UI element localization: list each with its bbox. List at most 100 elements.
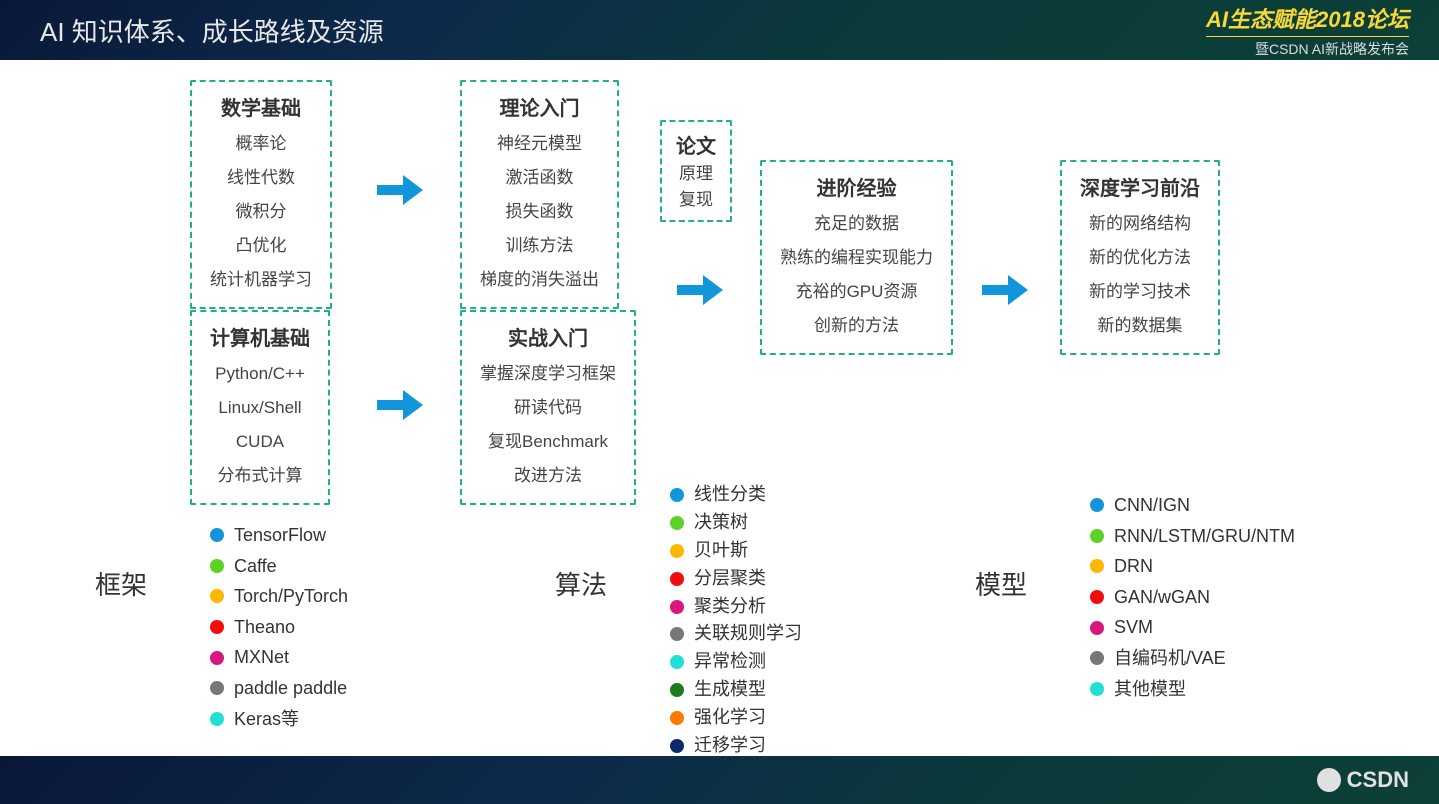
list-item-label: 贝叶斯	[694, 537, 748, 565]
bullet-dot-icon	[210, 712, 224, 726]
box-paper: 论文 原理 复现	[660, 120, 732, 222]
box-practice: 实战入门 掌握深度学习框架 研读代码 复现Benchmark 改进方法	[460, 310, 636, 505]
list-item: Caffe	[210, 551, 348, 582]
page-title: AI 知识体系、成长路线及资源	[40, 12, 384, 49]
framework-list: TensorFlowCaffeTorch/PyTorchTheanoMXNetp…	[210, 520, 348, 734]
box-cs: 计算机基础 Python/C++ Linux/Shell CUDA 分布式计算	[190, 310, 330, 505]
list-item-label: Keras等	[234, 704, 299, 735]
bullet-dot-icon	[1090, 651, 1104, 665]
list-item-label: MXNet	[234, 642, 289, 673]
box-theory: 理论入门 神经元模型 激活函数 损失函数 训练方法 梯度的消失溢出	[460, 80, 619, 309]
list-item: paddle paddle	[210, 673, 348, 704]
box-title: 论文	[676, 130, 716, 159]
box-item: 新的学习技术	[1080, 275, 1200, 309]
box-item: 新的数据集	[1080, 309, 1200, 343]
list-item-label: RNN/LSTM/GRU/NTM	[1114, 521, 1295, 552]
list-item: GAN/wGAN	[1090, 582, 1295, 613]
list-item: RNN/LSTM/GRU/NTM	[1090, 521, 1295, 552]
box-item: 改进方法	[480, 459, 616, 493]
category-label-models: 模型	[975, 565, 1027, 602]
bullet-dot-icon	[210, 528, 224, 542]
list-item-label: 强化学习	[694, 704, 766, 732]
bullet-dot-icon	[670, 600, 684, 614]
box-item: 统计机器学习	[210, 263, 312, 297]
list-item: 分层聚类	[670, 565, 802, 593]
list-item: 其他模型	[1090, 674, 1295, 705]
list-item-label: 决策树	[694, 509, 748, 537]
list-item: 强化学习	[670, 704, 802, 732]
list-item: 聚类分析	[670, 593, 802, 621]
list-item: DRN	[1090, 551, 1295, 582]
bullet-dot-icon	[1090, 621, 1104, 635]
box-title: 深度学习前沿	[1080, 172, 1200, 201]
list-item-label: GAN/wGAN	[1114, 582, 1210, 613]
list-item: Keras等	[210, 704, 348, 735]
category-label-frameworks: 框架	[95, 565, 147, 602]
bullet-dot-icon	[210, 620, 224, 634]
list-item-label: SVM	[1114, 612, 1153, 643]
list-item: TensorFlow	[210, 520, 348, 551]
list-item-label: Torch/PyTorch	[234, 581, 348, 612]
box-frontier: 深度学习前沿 新的网络结构 新的优化方法 新的学习技术 新的数据集	[1060, 160, 1220, 355]
bullet-dot-icon	[670, 655, 684, 669]
header-band: AI 知识体系、成长路线及资源 AI生态赋能2018论坛 暨CSDN AI新战略…	[0, 0, 1439, 60]
event-logo: AI生态赋能2018论坛 暨CSDN AI新战略发布会	[1206, 2, 1409, 59]
box-item: 神经元模型	[480, 127, 599, 161]
list-item-label: 其他模型	[1114, 674, 1186, 705]
bullet-dot-icon	[1090, 590, 1104, 604]
list-item: 异常检测	[670, 648, 802, 676]
bullet-dot-icon	[670, 572, 684, 586]
bullet-dot-icon	[670, 683, 684, 697]
list-item-label: 关联规则学习	[694, 620, 802, 648]
category-label-algorithms: 算法	[555, 565, 607, 602]
list-item: 贝叶斯	[670, 537, 802, 565]
list-item: 生成模型	[670, 676, 802, 704]
box-item: CUDA	[210, 425, 310, 459]
bullet-dot-icon	[1090, 529, 1104, 543]
list-item: SVM	[1090, 612, 1295, 643]
list-item-label: Theano	[234, 612, 295, 643]
box-item: 梯度的消失溢出	[480, 263, 599, 297]
list-item: Torch/PyTorch	[210, 581, 348, 612]
box-title: 计算机基础	[210, 322, 310, 351]
bullet-dot-icon	[670, 488, 684, 502]
bullet-dot-icon	[670, 627, 684, 641]
box-item: 复现	[676, 187, 716, 213]
list-item-label: paddle paddle	[234, 673, 347, 704]
box-item: 新的优化方法	[1080, 241, 1200, 275]
box-advanced: 进阶经验 充足的数据 熟练的编程实现能力 充裕的GPU资源 创新的方法	[760, 160, 953, 355]
box-item: 研读代码	[480, 391, 616, 425]
bullet-dot-icon	[210, 589, 224, 603]
bullet-dot-icon	[1090, 682, 1104, 696]
model-list: CNN/IGNRNN/LSTM/GRU/NTMDRNGAN/wGANSVM自编码…	[1090, 490, 1295, 704]
box-title: 数学基础	[210, 92, 312, 121]
footer-band: CSDN	[0, 756, 1439, 804]
bullet-dot-icon	[1090, 498, 1104, 512]
box-math: 数学基础 概率论 线性代数 微积分 凸优化 统计机器学习	[190, 80, 332, 309]
bullet-dot-icon	[210, 651, 224, 665]
box-item: 微积分	[210, 195, 312, 229]
arrow-icon	[670, 260, 730, 320]
list-item: 自编码机/VAE	[1090, 643, 1295, 674]
box-title: 进阶经验	[780, 172, 933, 201]
list-item-label: 异常检测	[694, 648, 766, 676]
list-item: MXNet	[210, 642, 348, 673]
box-item: 充足的数据	[780, 207, 933, 241]
bullet-dot-icon	[210, 559, 224, 573]
list-item: CNN/IGN	[1090, 490, 1295, 521]
bullet-dot-icon	[210, 681, 224, 695]
list-item-label: DRN	[1114, 551, 1153, 582]
box-title: 理论入门	[480, 92, 599, 121]
box-item: 复现Benchmark	[480, 425, 616, 459]
list-item-label: 线性分类	[694, 481, 766, 509]
bullet-dot-icon	[670, 544, 684, 558]
list-item: 决策树	[670, 509, 802, 537]
box-item: 激活函数	[480, 161, 599, 195]
box-item: Linux/Shell	[210, 391, 310, 425]
bullet-dot-icon	[1090, 559, 1104, 573]
list-item-label: CNN/IGN	[1114, 490, 1190, 521]
box-item: 新的网络结构	[1080, 207, 1200, 241]
box-item: 分布式计算	[210, 459, 310, 493]
box-item: 损失函数	[480, 195, 599, 229]
logo-main: AI生态赋能2018论坛	[1206, 2, 1409, 37]
